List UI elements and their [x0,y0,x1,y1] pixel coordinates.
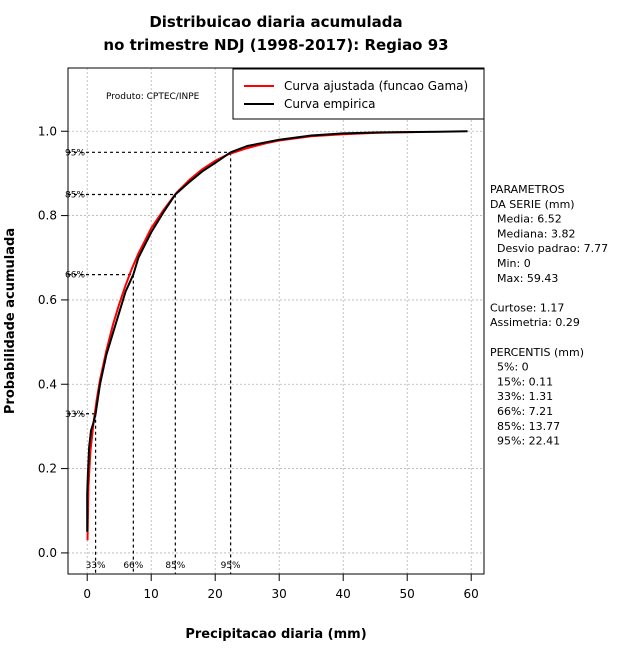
legend-label-empirical: Curva empirica [284,97,375,111]
x-tick-label: 40 [336,587,351,601]
percentile-label-x: 85% [165,561,185,571]
stats-line: 15%: 0.11 [490,375,553,388]
percentile-label-y: 95% [65,148,85,158]
x-tick-label: 0 [83,587,91,601]
x-axis-title: Precipitacao diaria (mm) [185,627,366,642]
chart-title-line-1: Distribuicao diaria acumulada [149,13,402,31]
percentile-label-x: 95% [221,561,241,571]
x-tick-label: 10 [144,587,159,601]
y-tick-label: 0.0 [38,546,57,560]
percentile-label-x: 33% [86,561,106,571]
axes: 0 10 20 30 40 50 60 0.0 0.2 0.4 0.6 0.8 1.0 [38,124,479,601]
series-layer [86,130,468,541]
empirical-curve [86,130,468,532]
x-tick-label: 60 [464,587,479,601]
y-tick-label: 0.6 [38,293,57,307]
x-tick-label: 30 [272,587,287,601]
stats-line: 5%: 0 [490,361,529,374]
x-tick-label: 20 [208,587,223,601]
stats-line: DA SERIE (mm) [490,198,575,211]
percentile-label-y: 85% [65,191,85,201]
stats-line: Media: 6.52 [490,213,562,226]
stats-line: 95%: 22.41 [490,435,560,448]
stats-line: Mediana: 3.82 [490,227,575,240]
percentile-reference-lines: 33% 33% 66% 66% 85% 85% 95% 95% [65,148,241,574]
stats-line: 66%: 7.21 [490,405,553,418]
stats-line: Min: 0 [490,257,531,270]
stats-line: 85%: 13.77 [490,420,560,433]
legend-box [232,68,485,120]
percentile-label-x: 66% [123,561,143,571]
statistics-panel: PARAMETROS DA SERIE (mm) Media: 6.52 Medi… [490,183,608,448]
stats-line: Assimetria: 0.29 [490,316,580,329]
y-tick-label: 0.2 [38,462,57,476]
grid [68,68,484,574]
stats-line: PERCENTIS (mm) [490,346,584,359]
stats-line: Curtose: 1.17 [490,301,564,314]
y-tick-label: 1.0 [38,124,57,138]
legend: Curva ajustada (funcao Gama) Curva empir… [232,68,485,120]
stats-line: PARAMETROS [490,183,565,196]
stats-line: Desvio padrao: 7.77 [490,242,608,255]
stats-line: Max: 59.43 [490,272,558,285]
y-axis-title: Probabilidade acumulada [3,228,18,414]
stats-line: 33%: 1.31 [490,390,553,403]
producer-label: Produto: CPTEC/INPE [106,92,200,102]
y-tick-label: 0.4 [38,377,57,391]
y-tick-label: 0.8 [38,209,57,223]
percentile-label-y: 66% [65,271,85,281]
percentile-label-y: 33% [65,410,85,420]
legend-label-fitted: Curva ajustada (funcao Gama) [284,79,468,93]
x-tick-label: 50 [400,587,415,601]
chart-title-line-2: no trimestre NDJ (1998-2017): Regiao 93 [103,36,448,54]
